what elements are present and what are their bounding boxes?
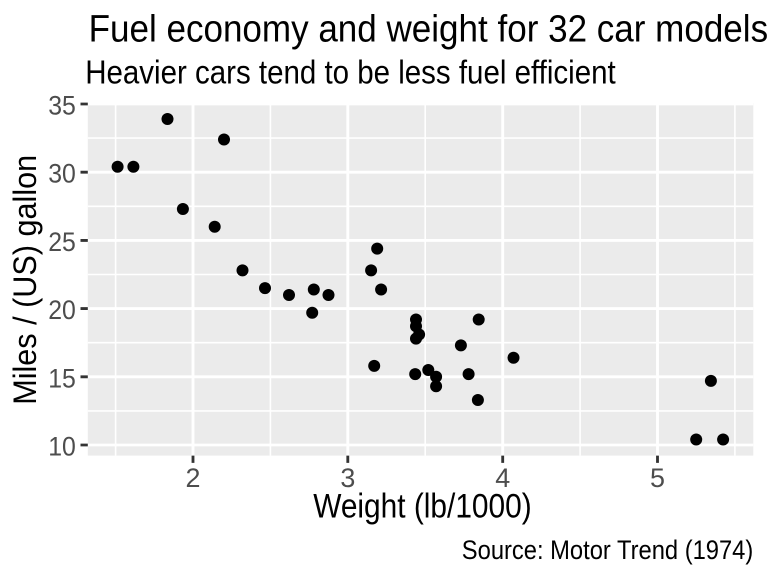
svg-text:Miles / (US) gallon: Miles / (US) gallon: [7, 155, 43, 405]
svg-text:Weight (lb/1000): Weight (lb/1000): [313, 487, 532, 525]
svg-text:20: 20: [48, 295, 76, 325]
svg-text:Source: Motor Trend (1974): Source: Motor Trend (1974): [462, 535, 754, 565]
svg-text:15: 15: [48, 363, 76, 393]
svg-text:10: 10: [48, 432, 76, 462]
svg-text:Heavier cars tend to be less f: Heavier cars tend to be less fuel effici…: [85, 54, 616, 91]
svg-text:5: 5: [650, 463, 665, 493]
svg-text:Fuel economy and weight for 32: Fuel economy and weight for 32 car model…: [89, 8, 768, 50]
svg-text:3: 3: [340, 463, 355, 493]
svg-text:25: 25: [48, 227, 76, 257]
svg-text:4: 4: [495, 463, 510, 493]
svg-text:35: 35: [48, 91, 76, 121]
svg-text:2: 2: [186, 463, 201, 493]
svg-text:30: 30: [48, 159, 76, 189]
